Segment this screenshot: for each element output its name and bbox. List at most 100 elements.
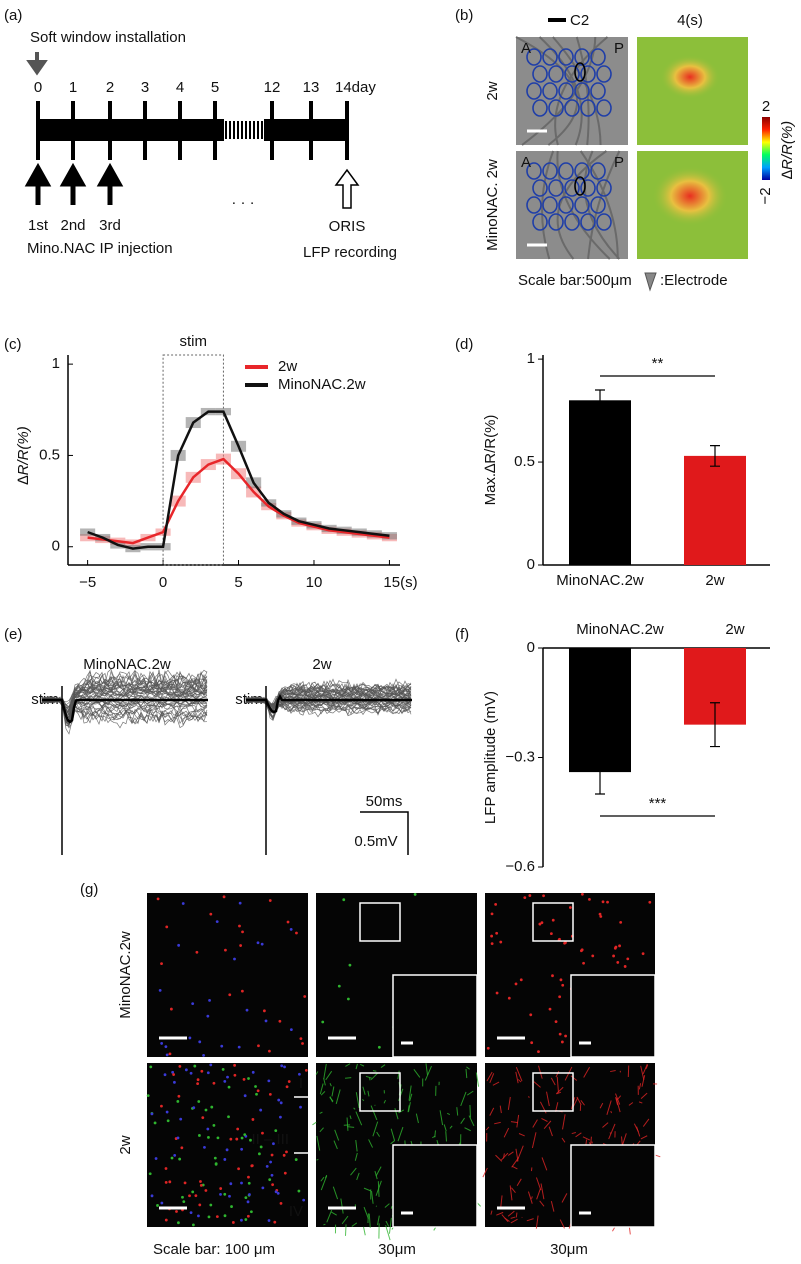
cell <box>294 1158 298 1161</box>
barrel <box>542 196 558 214</box>
cell <box>286 920 290 924</box>
cell <box>265 1164 269 1168</box>
fiber <box>388 1217 392 1234</box>
barrel <box>596 99 612 117</box>
cell <box>238 901 242 905</box>
day-label: 4 <box>176 79 184 96</box>
y-axis-label: Max.∆R/R(%) <box>482 415 499 506</box>
cell <box>169 1007 173 1011</box>
fiber <box>546 1091 550 1107</box>
micrograph <box>147 1063 308 1227</box>
panel-label: (b) <box>455 7 473 24</box>
y-tick-label: −0.6 <box>505 858 535 875</box>
fiber <box>515 1066 523 1082</box>
line <box>87 410 390 550</box>
cell <box>212 1123 216 1127</box>
cell <box>268 1049 271 1053</box>
error-bar <box>595 389 605 412</box>
fiber <box>434 1130 437 1138</box>
cell <box>303 995 307 998</box>
y-tick-label: 1 <box>527 350 535 367</box>
fiber <box>556 1076 559 1093</box>
orientation-label: P <box>614 154 624 171</box>
fiber <box>628 1102 634 1106</box>
cell <box>182 1200 186 1204</box>
cell <box>490 934 494 938</box>
cell <box>554 1020 558 1024</box>
x-tick-label: 5 <box>234 574 242 591</box>
barrel-c2 <box>574 176 586 196</box>
colorbar-label: ∆R/R(%) <box>779 121 796 179</box>
cell <box>223 1192 227 1196</box>
cell <box>262 1009 266 1013</box>
cell <box>240 1147 244 1151</box>
fiber <box>539 1200 545 1207</box>
fiber <box>365 1075 372 1079</box>
cell <box>153 1121 157 1125</box>
fiber <box>548 1126 553 1137</box>
cell <box>514 982 518 986</box>
fiber <box>499 1105 502 1114</box>
fiber <box>575 1132 582 1138</box>
cell <box>616 961 620 964</box>
fiber <box>528 1096 530 1098</box>
cell <box>177 1094 181 1098</box>
cell <box>231 1221 235 1224</box>
fiber <box>490 1210 493 1215</box>
cell <box>246 1214 250 1218</box>
fiber <box>466 1066 470 1070</box>
fiber <box>580 1100 585 1106</box>
fiber <box>346 1117 349 1131</box>
day-label: 12 <box>264 79 281 96</box>
fiber <box>516 1178 522 1187</box>
barrel <box>558 162 574 180</box>
cell <box>245 1008 249 1012</box>
fiber <box>331 1211 337 1216</box>
layer-label: I <box>299 1075 303 1092</box>
cell <box>413 893 417 896</box>
stim-label: stim <box>180 333 208 350</box>
cell <box>168 1052 172 1056</box>
cell <box>181 1195 184 1199</box>
time-scale-label: 50ms <box>366 793 403 810</box>
inset <box>570 974 656 1058</box>
cell <box>191 1223 195 1227</box>
day-label: 13 <box>303 79 320 96</box>
cell <box>233 1073 237 1077</box>
cell <box>222 895 226 899</box>
fiber <box>397 1126 404 1142</box>
cell <box>219 1192 222 1196</box>
cell <box>486 1046 490 1050</box>
cell <box>236 1127 240 1131</box>
significance: ** <box>652 355 664 372</box>
fiber <box>571 1132 576 1135</box>
barrel <box>542 162 558 180</box>
fiber <box>363 1187 371 1192</box>
fiber <box>555 1071 560 1078</box>
fiber <box>325 1070 333 1081</box>
fiber <box>333 1140 338 1150</box>
inset <box>392 974 478 1058</box>
category-label: 2w <box>705 572 724 589</box>
cell <box>612 954 615 958</box>
trace <box>245 692 412 705</box>
bar <box>569 400 631 565</box>
group-label: MinoNAC.2w <box>83 656 171 673</box>
fiber <box>640 1065 645 1081</box>
recording-label: LFP recording <box>303 244 397 261</box>
cell <box>259 1108 263 1112</box>
barrel <box>580 179 596 197</box>
cell <box>223 1158 227 1161</box>
cell <box>280 1064 284 1068</box>
cell <box>272 1142 275 1146</box>
fiber <box>324 1174 328 1179</box>
fiber <box>500 1195 503 1209</box>
fiber <box>532 1119 538 1128</box>
fiber <box>356 1172 360 1181</box>
fiber <box>515 1212 518 1218</box>
cell <box>176 1100 180 1103</box>
cell <box>240 989 244 993</box>
cell <box>613 946 617 950</box>
cell <box>548 1007 552 1011</box>
cell <box>195 950 199 954</box>
